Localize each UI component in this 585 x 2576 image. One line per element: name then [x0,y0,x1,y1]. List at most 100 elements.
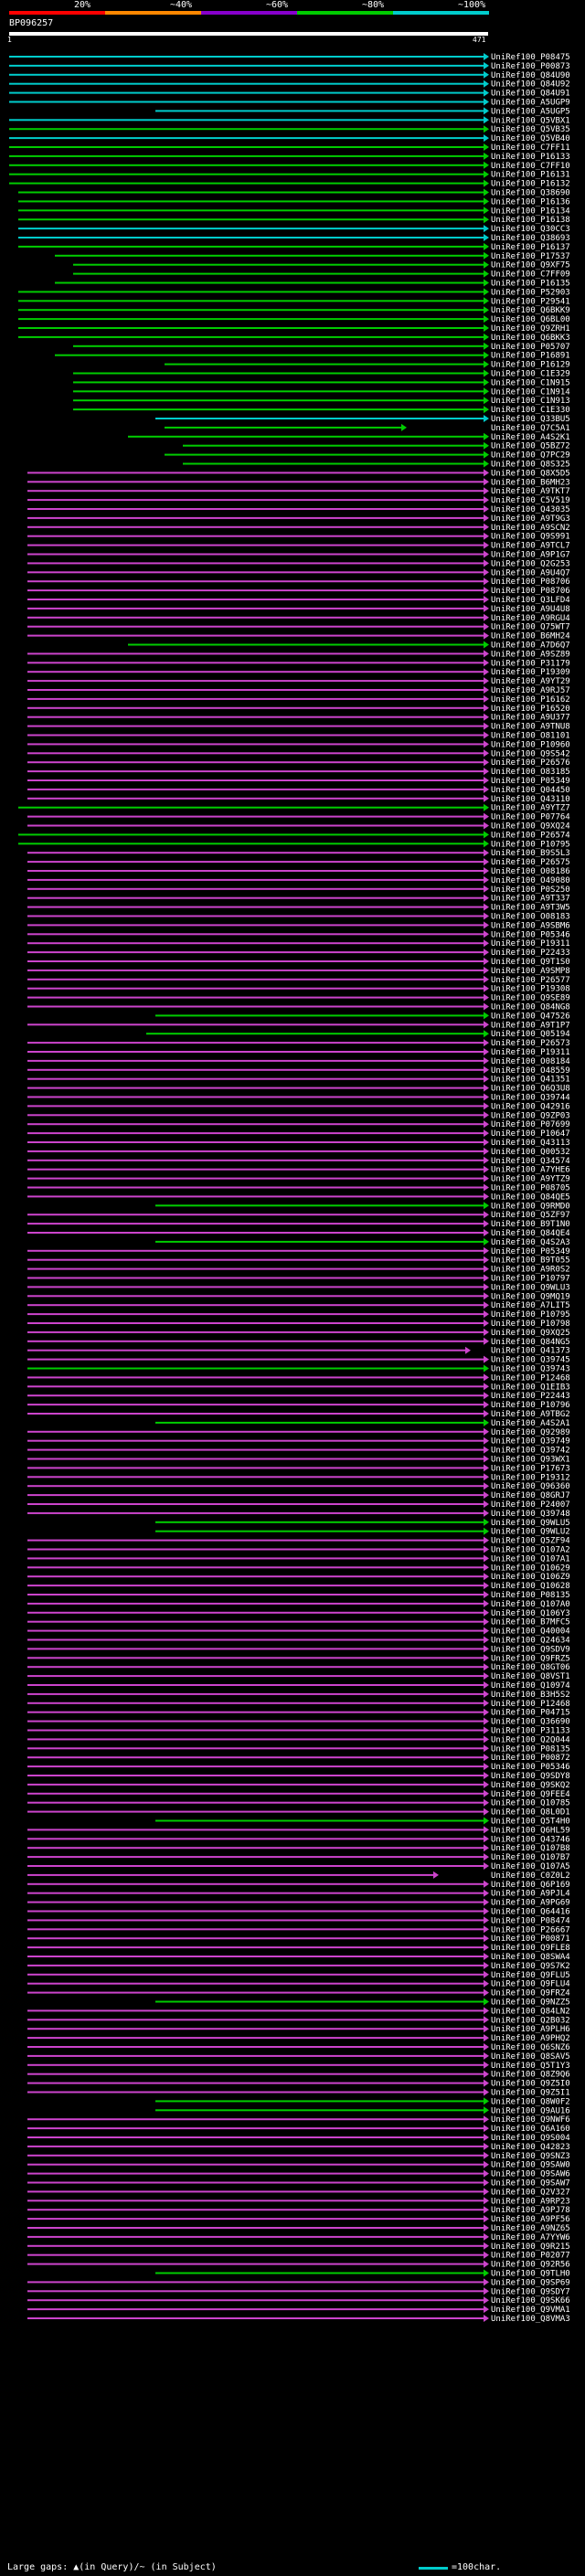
hit-row[interactable]: UniRef100_Q2G253 [27,559,570,568]
hit-row[interactable]: UniRef100_Q8SWA4 [27,1953,570,1962]
hit-row[interactable]: UniRef100_Q43746 [27,1835,570,1844]
hit-row[interactable]: UniRef100_Q9S7K2 [27,1961,570,1971]
hit-row[interactable]: UniRef100_P26574 [18,831,570,840]
hit-row[interactable]: UniRef100_Q8L0D1 [27,1807,570,1818]
hit-row[interactable]: UniRef100_P31179 [27,659,570,668]
hit-row[interactable]: UniRef100_P16136 [18,197,570,207]
hit-row[interactable]: UniRef100_Q2V327 [27,2188,570,2197]
hit-row[interactable]: UniRef100_Q41373 [27,1346,570,1356]
hit-row[interactable]: UniRef100_Q39749 [27,1436,570,1447]
hit-row[interactable]: UniRef100_C1E329 [73,369,570,379]
hit-row[interactable]: UniRef100_A9SZ89 [27,650,570,659]
hit-row[interactable]: UniRef100_B6MH24 [27,631,570,641]
hit-row[interactable]: UniRef100_Q9SDV9 [27,1645,570,1654]
hit-row[interactable]: UniRef100_Q6BKK9 [18,306,570,315]
hit-row[interactable]: UniRef100_Q10628 [27,1582,570,1591]
hit-row[interactable]: UniRef100_Q36690 [27,1717,570,1727]
hit-row[interactable]: UniRef100_O48559 [27,1065,570,1076]
hit-row[interactable]: UniRef100_P16134 [18,207,570,216]
hit-row[interactable]: UniRef100_Q4S2A3 [155,1237,570,1247]
hit-row[interactable]: UniRef100_B9T1N0 [27,1220,570,1229]
hit-row[interactable]: UniRef100_Q9SDY8 [27,1772,570,1781]
hit-row[interactable]: UniRef100_O08184 [27,1056,570,1066]
hit-row[interactable]: UniRef100_P00872 [27,1754,570,1763]
hit-row[interactable]: UniRef100_Q38693 [18,234,570,243]
hit-row[interactable]: UniRef100_A7D6Q7 [128,641,570,651]
hit-row[interactable]: UniRef100_P16133 [9,152,570,162]
hit-row[interactable]: UniRef100_Q8VMA3 [27,2315,570,2324]
hit-row[interactable]: UniRef100_Q40004 [27,1627,570,1637]
hit-row[interactable]: UniRef100_Q5VB40 [9,134,570,143]
hit-row[interactable]: UniRef100_P05346 [27,930,570,939]
hit-row[interactable]: UniRef100_Q9RMD0 [155,1202,570,1211]
hit-row[interactable]: UniRef100_C1N913 [73,397,570,406]
hit-row[interactable]: UniRef100_A7LIT5 [27,1301,570,1310]
hit-row[interactable]: UniRef100_P19311 [27,1048,570,1057]
hit-row[interactable]: UniRef100_Q9S991 [27,532,570,542]
hit-row[interactable]: UniRef100_A9PF56 [27,2215,570,2224]
hit-row[interactable]: UniRef100_B3H5S2 [27,1690,570,1700]
hit-row[interactable]: UniRef100_P05349 [27,1246,570,1256]
hit-row[interactable]: UniRef100_P10795 [27,1310,570,1320]
hit-row[interactable]: UniRef100_A9NZ65 [27,2224,570,2233]
hit-row[interactable]: UniRef100_Q8SAV5 [27,2051,570,2062]
hit-row[interactable]: UniRef100_Q9NWF6 [27,2115,570,2125]
hit-row[interactable]: UniRef100_Q1EIB3 [27,1383,570,1392]
hit-row[interactable]: UniRef100_P16132 [9,179,570,189]
hit-row[interactable]: UniRef100_P08135 [27,1744,570,1754]
hit-row[interactable]: UniRef100_Q8W0F2 [155,2097,570,2106]
hit-row[interactable]: UniRef100_Q24634 [27,1636,570,1646]
hit-row[interactable]: UniRef100_P16129 [165,360,570,370]
hit-row[interactable]: UniRef100_P22433 [27,949,570,958]
hit-row[interactable]: UniRef100_Q9TLH0 [155,2269,570,2279]
hit-row[interactable]: UniRef100_A9YTZ9 [27,1174,570,1184]
hit-row[interactable]: UniRef100_P08475 [9,53,570,62]
hit-row[interactable]: UniRef100_O83185 [27,768,570,777]
hit-row[interactable]: UniRef100_P10795 [18,840,570,849]
hit-row[interactable]: UniRef100_A9PLH6 [27,2025,570,2034]
hit-row[interactable]: UniRef100_Q84NG8 [27,1002,570,1012]
hit-row[interactable]: UniRef100_O08183 [27,912,570,922]
hit-row[interactable]: UniRef100_O81101 [27,731,570,741]
hit-row[interactable]: UniRef100_Q6P169 [27,1880,570,1890]
hit-row[interactable]: UniRef100_Q84LN2 [27,2007,570,2016]
hit-row[interactable]: UniRef100_P16162 [27,694,570,705]
hit-row[interactable]: UniRef100_A9RJ57 [27,686,570,695]
hit-row[interactable]: UniRef100_A9SBM6 [27,921,570,930]
hit-row[interactable]: UniRef100_Q84NG5 [27,1337,570,1347]
hit-row[interactable]: UniRef100_O49080 [27,875,570,885]
hit-row[interactable]: UniRef100_Q9FLU4 [27,1979,570,1989]
hit-row[interactable]: UniRef100_A5UGP9 [9,98,570,108]
hit-row[interactable]: UniRef100_A9TBG2 [27,1410,570,1419]
hit-row[interactable]: UniRef100_P26573 [27,1039,570,1048]
hit-row[interactable]: UniRef100_P29541 [18,297,570,306]
hit-row[interactable]: UniRef100_Q42916 [27,1102,570,1111]
hit-row[interactable]: UniRef100_Q9FLU5 [27,1970,570,1980]
hit-row[interactable]: UniRef100_P16137 [18,242,570,252]
hit-row[interactable]: UniRef100_A9U4U8 [27,604,570,614]
hit-row[interactable]: UniRef100_Q8Z9Q6 [27,2070,570,2080]
hit-row[interactable]: UniRef100_P17537 [55,251,570,261]
hit-row[interactable]: UniRef100_Q2Q044 [27,1735,570,1744]
hit-row[interactable]: UniRef100_Q7C5A1 [165,423,570,433]
hit-row[interactable]: UniRef100_Q9ZP03 [27,1111,570,1120]
hit-row[interactable]: UniRef100_Q9SDY7 [27,2287,570,2296]
hit-row[interactable]: UniRef100_Q106Z9 [27,1573,570,1582]
hit-row[interactable]: UniRef100_P08706 [27,587,570,596]
hit-row[interactable]: UniRef100_Q43110 [27,794,570,804]
hit-row[interactable]: UniRef100_P26575 [27,858,570,867]
hit-row[interactable]: UniRef100_O08186 [27,867,570,876]
hit-row[interactable]: UniRef100_P22443 [27,1392,570,1401]
hit-row[interactable]: UniRef100_Q43035 [27,505,570,514]
hit-row[interactable]: UniRef100_P16520 [27,704,570,714]
hit-row[interactable]: UniRef100_Q84U90 [9,70,570,80]
hit-row[interactable]: UniRef100_Q9SAW0 [27,2160,570,2170]
hit-row[interactable]: UniRef100_Q9XQ24 [27,822,570,832]
hit-row[interactable]: UniRef100_Q6Q3U8 [27,1084,570,1094]
hit-row[interactable]: UniRef100_P08135 [27,1591,570,1600]
hit-row[interactable]: UniRef100_P16138 [18,216,570,225]
hit-row[interactable]: UniRef100_Q93WX1 [27,1455,570,1465]
hit-row[interactable]: UniRef100_P05349 [27,777,570,786]
hit-row[interactable]: UniRef100_Q9S004 [27,2134,570,2143]
hit-row[interactable]: UniRef100_C1E330 [73,406,570,415]
